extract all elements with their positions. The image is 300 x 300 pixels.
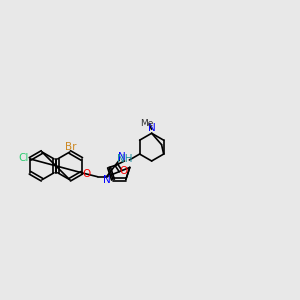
Text: Br: Br [65,142,76,152]
Text: Cl: Cl [19,153,29,163]
Text: N: N [148,123,155,133]
Text: NH: NH [117,154,133,164]
Text: N: N [118,152,125,162]
Text: N: N [103,175,110,185]
Text: Me: Me [140,119,153,128]
Text: O: O [82,169,90,179]
Text: O: O [119,167,128,176]
